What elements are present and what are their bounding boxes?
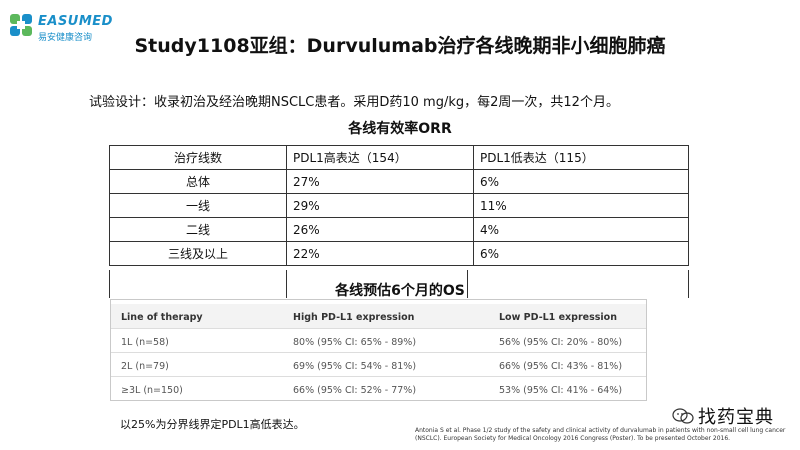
orr-cell: 27% (286, 169, 474, 194)
trial-design-text: 试验设计：收录初治及经治晚期NSCLC患者。采用D药10 mg/kg，每2周一次… (89, 95, 619, 110)
brand-text: 找药宝典 (698, 407, 774, 428)
frame-divider (286, 270, 287, 298)
os-cell: 56% (95% CI: 20% - 80%) (499, 337, 623, 348)
os-header-cell: High PD-L1 expression (293, 312, 415, 323)
frame-divider (467, 270, 468, 298)
os-cell: 2L (n=79) (121, 361, 169, 372)
page-title: Study1108亚组：Durvulumab治疗各线晚期非小细胞肺癌 (134, 35, 666, 57)
table-row: 1L (n=58) 80% (95% CI: 65% - 89%) 56% (9… (111, 328, 646, 353)
table-row: 一线 29% 11% (109, 193, 689, 218)
orr-cell: 一线 (109, 193, 287, 218)
orr-cell: 4% (473, 217, 689, 242)
orr-cell: 三线及以上 (109, 241, 287, 266)
brand-watermark: 找药宝典 (672, 403, 792, 428)
frame-divider (688, 270, 689, 298)
os-title-frame (109, 270, 689, 298)
table-row: 三线及以上 22% 6% (109, 241, 689, 266)
wechat-icon (672, 408, 694, 424)
os-table-title: 各线预估6个月的OS (335, 283, 465, 299)
os-header-row: Line of therapy High PD-L1 expression Lo… (111, 304, 646, 328)
table-row: ≥3L (n=150) 66% (95% CI: 52% - 77%) 53% … (111, 376, 646, 401)
os-header-cell: Low PD-L1 expression (499, 312, 617, 323)
frame-divider (109, 270, 110, 298)
table-row: 2L (n=79) 69% (95% CI: 54% - 81%) 66% (9… (111, 352, 646, 377)
os-cell: ≥3L (n=150) (121, 385, 183, 396)
orr-cell: 11% (473, 193, 689, 218)
easumed-logo: EASUMED 易安健康咨询 (8, 10, 118, 44)
orr-cell: 22% (286, 241, 474, 266)
os-cell: 53% (95% CI: 41% - 64%) (499, 385, 623, 396)
logo-name: EASUMED (38, 14, 113, 29)
table-row: 二线 26% 4% (109, 217, 689, 242)
orr-header-cell: PDL1高表达（154） (286, 145, 474, 170)
orr-table: 治疗线数 PDL1高表达（154） PDL1低表达（115） 总体 27% 6%… (109, 145, 689, 266)
os-cell: 66% (95% CI: 43% - 81%) (499, 361, 623, 372)
os-cell: 80% (95% CI: 65% - 89%) (293, 337, 417, 348)
orr-cell: 总体 (109, 169, 287, 194)
orr-cell: 29% (286, 193, 474, 218)
orr-header-cell: PDL1低表达（115） (473, 145, 689, 170)
os-cell: 1L (n=58) (121, 337, 169, 348)
orr-cell: 二线 (109, 217, 287, 242)
orr-cell: 6% (473, 169, 689, 194)
logo-subtitle: 易安健康咨询 (38, 33, 93, 43)
orr-cell: 6% (473, 241, 689, 266)
orr-header-row: 治疗线数 PDL1高表达（154） PDL1低表达（115） (109, 145, 689, 170)
orr-header-cell: 治疗线数 (109, 145, 287, 170)
os-cell: 69% (95% CI: 54% - 81%) (293, 361, 417, 372)
orr-table-title: 各线有效率ORR (348, 121, 452, 137)
os-cell: 66% (95% CI: 52% - 77%) (293, 385, 417, 396)
orr-cell: 26% (286, 217, 474, 242)
citation: Antonia S et al. Phase 1/2 study of the … (415, 427, 786, 442)
logo-mark-icon (10, 14, 32, 36)
table-row: 总体 27% 6% (109, 169, 689, 194)
os-header-cell: Line of therapy (121, 312, 203, 323)
footnote: 以25%为分界线界定PDL1高低表达。 (120, 418, 305, 431)
os-table-image: Line of therapy High PD-L1 expression Lo… (110, 299, 647, 401)
